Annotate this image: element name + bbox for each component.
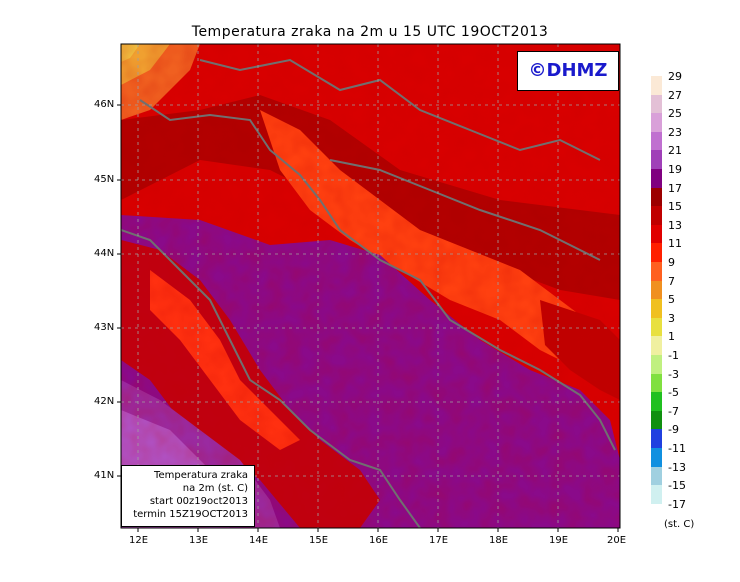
legend-swatch <box>651 169 662 188</box>
legend-swatch <box>651 485 662 504</box>
lat-label: 41N <box>94 470 115 481</box>
lat-lon-grid <box>121 44 620 528</box>
legend-label: 21 <box>668 144 682 158</box>
info-line-4: termin 15Z19OCT2013 <box>133 509 248 520</box>
legend-label: 15 <box>668 200 682 214</box>
lon-label: 19E <box>549 535 569 546</box>
legend-swatch <box>651 429 662 448</box>
legend-label: -5 <box>668 386 679 400</box>
lon-label: 13E <box>189 535 209 546</box>
borders-inland <box>329 159 601 261</box>
legend-swatch <box>651 206 662 225</box>
legend-swatch <box>651 410 662 430</box>
legend-label: 29 <box>668 70 682 83</box>
legend-label: 27 <box>668 88 682 102</box>
legend-swatch <box>651 224 662 244</box>
legend-swatch <box>651 317 662 337</box>
legend-label: 7 <box>668 274 675 288</box>
lon-label: 15E <box>309 535 329 546</box>
legend-units: (st. C) <box>664 519 695 530</box>
legend-label: 23 <box>668 125 682 139</box>
legend-swatch <box>651 299 662 318</box>
legend-label: 5 <box>668 293 675 307</box>
legend-swatch <box>651 262 662 281</box>
legend-swatch <box>651 113 662 132</box>
legend-swatch <box>651 373 662 393</box>
lon-label: 16E <box>369 535 389 546</box>
lon-label: 12E <box>129 535 149 546</box>
legend-label: -3 <box>668 367 679 381</box>
legend-swatch <box>651 243 662 262</box>
dhmz-logo: ©DHMZ <box>517 51 619 91</box>
lon-label: 17E <box>429 535 449 546</box>
legend-label: -9 <box>668 423 679 437</box>
info-box: Temperatura zraka na 2m (st. C) start 00… <box>121 465 255 527</box>
lon-label: 18E <box>489 535 509 546</box>
legend-swatch <box>651 392 662 411</box>
lat-label: 46N <box>94 99 115 110</box>
coastline-italy <box>121 229 421 528</box>
lat-label: 44N <box>94 248 115 259</box>
legend-label: -15 <box>668 479 686 493</box>
legend-label: 11 <box>668 237 682 251</box>
legend-label: 3 <box>668 311 675 325</box>
lat-label: 42N <box>94 396 115 407</box>
legend-swatch <box>651 466 662 486</box>
legend-swatch <box>651 280 662 300</box>
legend-label: 17 <box>668 181 682 195</box>
legend-label: -1 <box>668 349 679 362</box>
texture-overlay <box>121 44 620 528</box>
info-line-2: na 2m (st. C) <box>182 483 248 494</box>
legend-label: 19 <box>668 163 682 176</box>
map-title: Temperatura zraka na 2m u 15 UTC 19OCT20… <box>191 24 549 40</box>
legend-label: -7 <box>668 404 679 418</box>
legend-label: -17 <box>668 497 686 511</box>
legend-swatch <box>651 94 662 114</box>
coastline-east <box>139 99 616 451</box>
legend-swatch <box>651 336 662 355</box>
lon-label: 14E <box>249 535 269 546</box>
legend-label: 25 <box>668 107 682 121</box>
axis-ticks <box>117 104 619 532</box>
legend-swatch <box>651 355 662 374</box>
legend-swatch <box>651 187 662 207</box>
legend-label: 13 <box>668 218 682 232</box>
borders-north <box>199 58 601 161</box>
legend-label: -11 <box>668 442 686 455</box>
legend-swatch <box>651 76 662 95</box>
info-line-1: Temperatura zraka <box>154 470 248 481</box>
legend-label: 9 <box>668 256 675 269</box>
legend-swatch <box>651 150 662 169</box>
legend-label: -13 <box>668 460 686 474</box>
map-frame <box>120 43 621 529</box>
info-line-3: start 00z19oct2013 <box>149 496 248 507</box>
legend-label: 1 <box>668 330 675 344</box>
lat-label: 43N <box>94 322 115 333</box>
lon-label: 20E <box>607 535 627 546</box>
lat-label: 45N <box>94 174 115 185</box>
legend-swatch <box>651 131 662 151</box>
legend-swatch <box>651 448 662 467</box>
